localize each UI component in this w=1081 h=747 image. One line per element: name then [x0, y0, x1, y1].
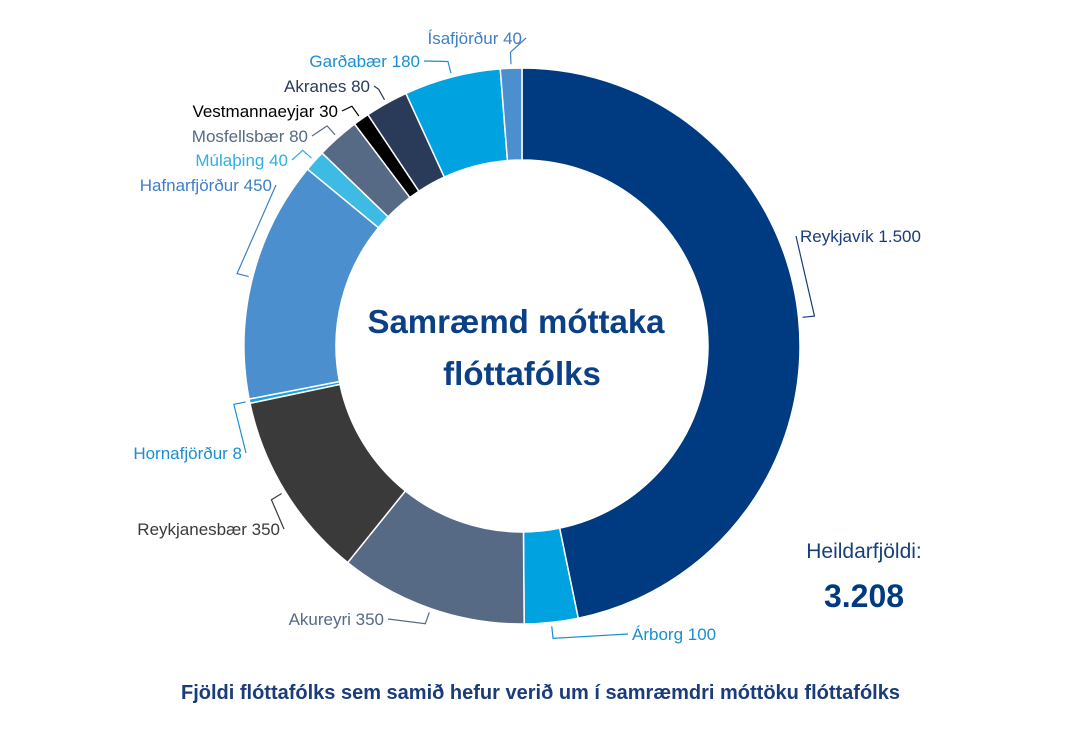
slice-label: Hafnarfjörður 450 [140, 176, 272, 195]
slice-label: Reykjavík 1.500 [800, 227, 921, 246]
slice-label: Múlaþing 40 [195, 151, 288, 170]
slice-label: Akranes 80 [284, 77, 370, 96]
leader-line [423, 60, 452, 74]
chart-caption: Fjöldi flóttafólks sem samið hefur verið… [180, 682, 900, 704]
slice--safj-r-ur [499, 67, 523, 162]
total-label: Heildarfjöldi: [806, 540, 922, 563]
chart-title-line-2: flóttafólks [443, 355, 601, 392]
slice-labels: Reykjavík 1.500 Árborg 100 Akureyri 350 Rey… [133, 29, 921, 644]
slice-label: Vestmannaeyjar 30 [192, 102, 338, 121]
slice-label: Ísafjörður 40 [428, 29, 523, 48]
slice-label: Akureyri 350 [289, 610, 384, 629]
leader-line [795, 235, 816, 318]
slice-label: Hornafjörður 8 [133, 444, 242, 463]
leader-line [236, 184, 277, 278]
leader-line [551, 626, 629, 639]
leader-line [509, 37, 527, 65]
leader-line [270, 492, 285, 530]
leader-line [291, 149, 312, 161]
total-value: 3.208 [823, 578, 905, 614]
chart-title-line-1: Samræmd móttaka [367, 303, 665, 340]
slice-reykjav-k [521, 67, 801, 620]
leader-line [311, 125, 336, 137]
leader-line [233, 401, 247, 454]
slice-label: Árborg 100 [632, 625, 716, 644]
slice-label: Reykjanesbær 350 [137, 520, 280, 539]
leader-lines [233, 37, 816, 639]
leader-line [373, 85, 386, 101]
leader-line [341, 105, 360, 117]
donut-slices [243, 67, 801, 625]
leader-line [387, 612, 430, 625]
slice-label: Garðabær 180 [309, 52, 420, 71]
slice-label: Mosfellsbær 80 [192, 127, 308, 146]
